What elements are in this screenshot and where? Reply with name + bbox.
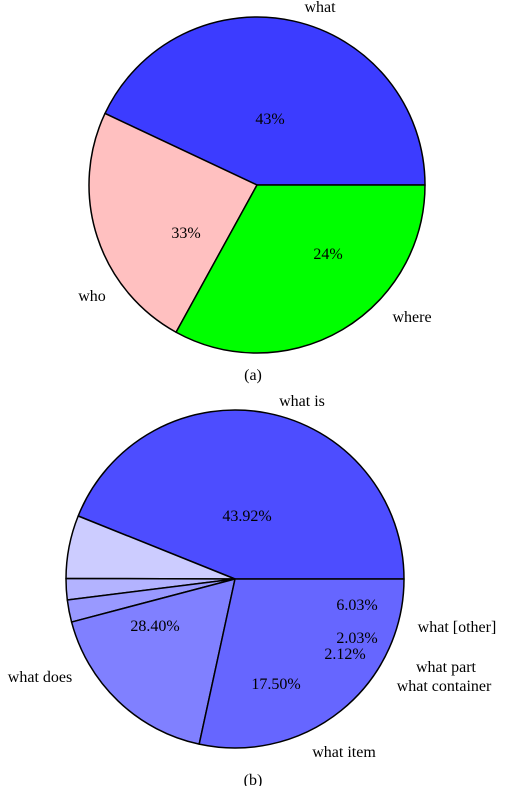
pie-chart-a: what 43% where 24% who 33% xyxy=(78,0,432,354)
slice-value-what-container: 2.12% xyxy=(324,646,365,663)
slice-label-who: who xyxy=(78,288,106,305)
caption-b: (b) xyxy=(244,772,263,786)
caption-a: (a) xyxy=(244,367,262,384)
slice-label-what-item: what item xyxy=(312,744,376,761)
pie-chart-b: what is 43.92% what [other] 6.03% what part 2… xyxy=(8,393,497,761)
slice-value-where: 24% xyxy=(313,246,342,263)
slice-label-what: what xyxy=(304,0,336,16)
slice-value-what-does: 28.40% xyxy=(130,618,179,635)
pie-slice-what xyxy=(104,16,426,186)
slice-value-what-part: 2.03% xyxy=(336,630,377,647)
slice-value-who: 33% xyxy=(171,225,200,242)
pie-slice-what-item xyxy=(70,578,236,745)
slice-value-what: 43% xyxy=(255,111,284,128)
slice-label-what-other: what [other] xyxy=(418,619,497,636)
pie-slice-what-does xyxy=(198,578,405,749)
slice-value-what-other: 6.03% xyxy=(336,597,377,614)
slice-label-what-is: what is xyxy=(279,393,325,410)
pie-slice-what-is xyxy=(77,409,405,580)
slice-label-what-does: what does xyxy=(8,669,72,686)
slice-label-where: where xyxy=(392,309,431,326)
slice-value-what-is: 43.92% xyxy=(222,508,271,525)
slice-label-what-part: what part xyxy=(416,659,477,676)
pie-slice-where xyxy=(88,112,258,333)
slice-value-what-item: 17.50% xyxy=(251,676,300,693)
pie-slice-who xyxy=(175,184,426,354)
slice-label-what-container: what container xyxy=(397,678,492,695)
